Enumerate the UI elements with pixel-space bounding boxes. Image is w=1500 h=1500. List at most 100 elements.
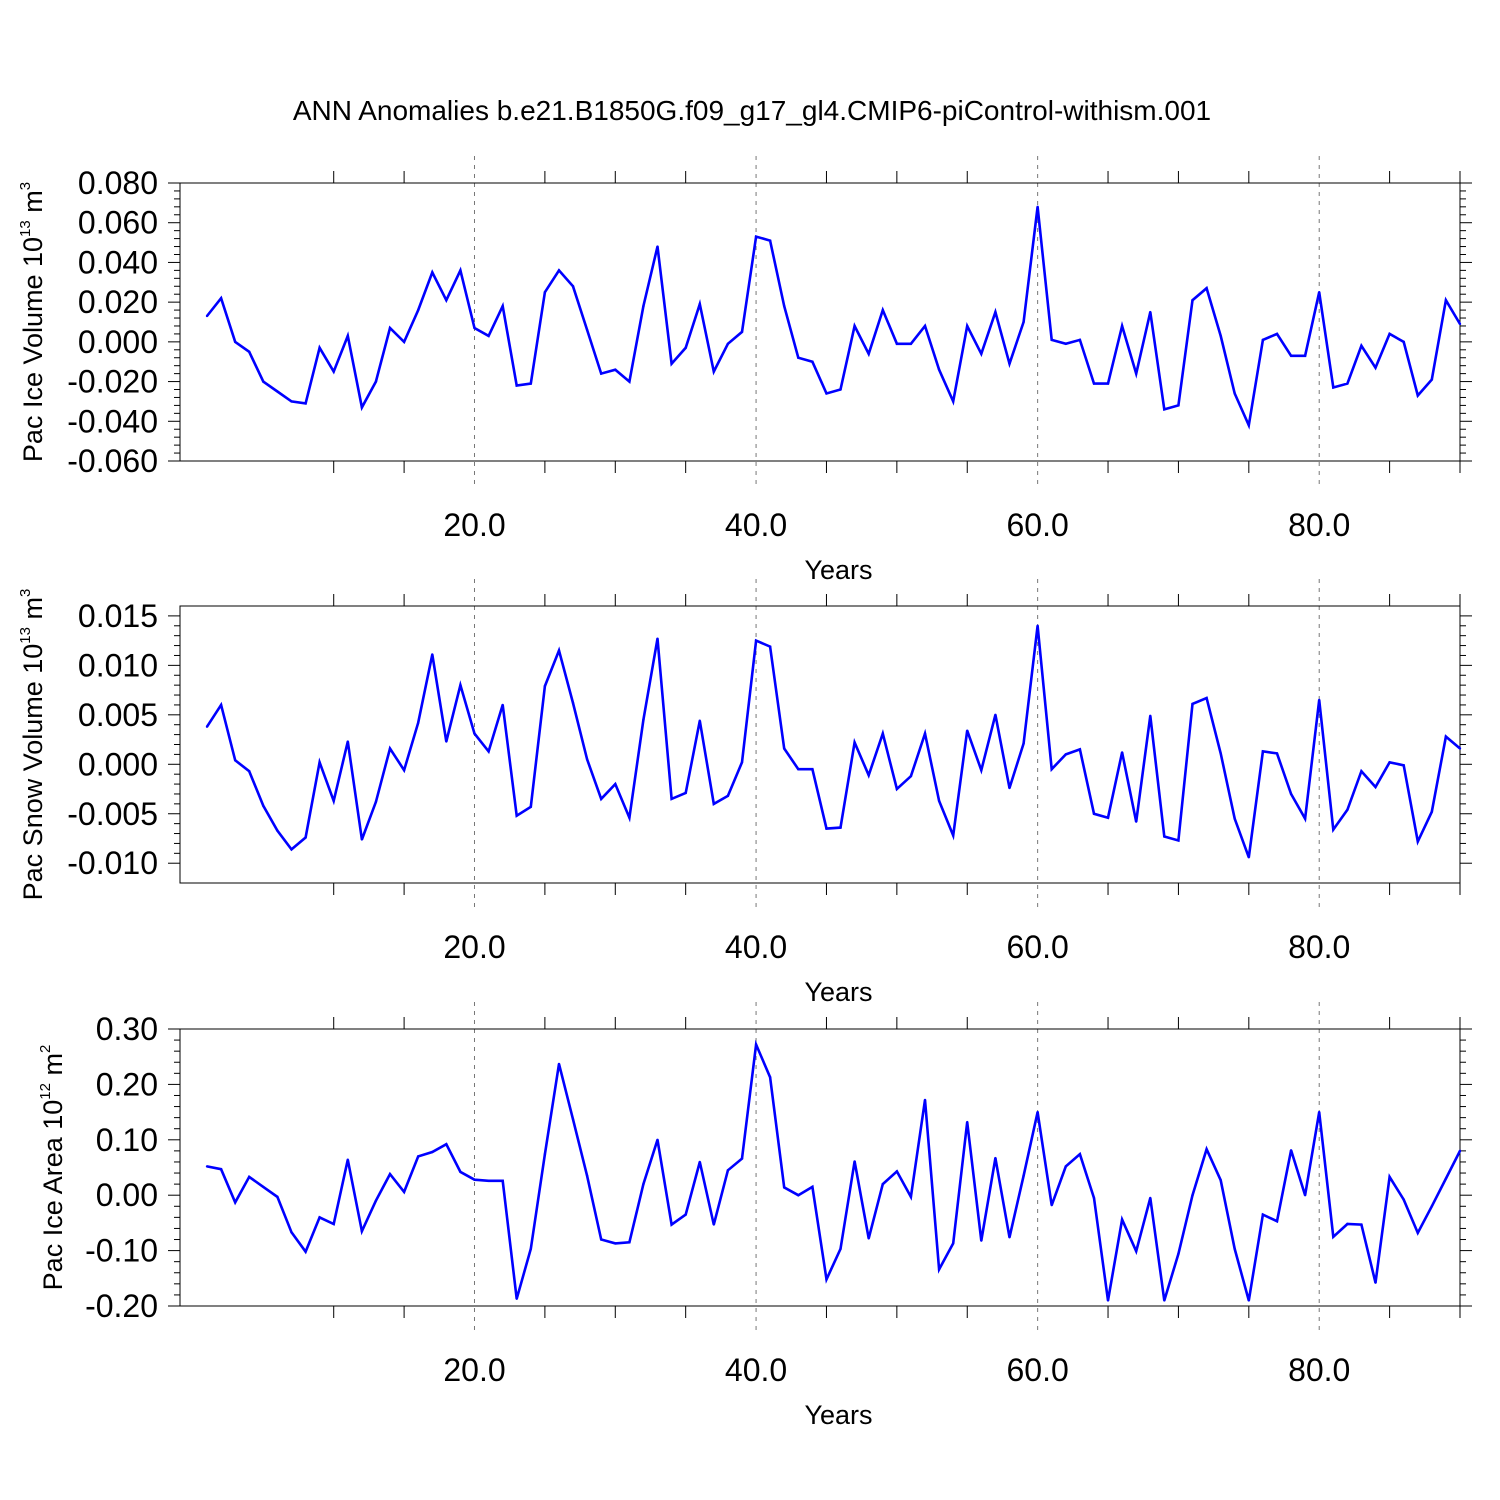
data-point [740,1157,744,1160]
data-point [1318,698,1321,702]
data-point [1163,1299,1166,1302]
data-point [994,1156,997,1160]
data-point [585,1174,589,1178]
data-point [1233,817,1236,820]
data-point [571,285,575,288]
data-point [1444,1177,1448,1180]
data-point [1050,768,1053,771]
data-point [853,324,856,328]
y-tick-label: -0.005 [67,796,158,832]
data-point [1444,735,1448,738]
data-point [1233,392,1236,395]
data-point [233,340,237,344]
data-point [628,1241,631,1244]
data-point [515,814,518,817]
data-point [825,827,828,830]
data-point [951,1242,955,1245]
data-point [1036,205,1039,209]
data-point [1120,324,1124,328]
data-point [1191,1194,1194,1197]
data-point [318,1216,321,1219]
data-point [1022,742,1025,745]
data-point [1163,835,1166,838]
x-tick-label: 60.0 [1006,507,1068,543]
data-point [416,308,420,312]
data-point [726,342,730,346]
data-point [1402,764,1405,767]
chart-title: ANN Anomalies b.e21.B1850G.f09_g17_gl4.C… [293,95,1211,126]
data-point [1388,1175,1391,1179]
data-point [726,1169,730,1172]
data-point [1346,808,1349,811]
data-point [501,304,504,308]
data-point [1261,750,1265,753]
y-tick-label: -0.060 [67,443,158,479]
panel-2: -0.010 -0.005 0.000 0.005 0.010 0.015 20.0 40.0… [17,579,1472,1007]
data-point [656,1138,659,1142]
data-point [1275,752,1279,755]
data-point [1219,1179,1222,1182]
data-point [839,1247,842,1251]
x-tick-label: 80.0 [1288,929,1350,965]
data-point [374,380,378,383]
data-point [360,406,364,409]
data-point [318,346,321,350]
x-tick-label: 20.0 [443,507,505,543]
data-point [951,400,955,403]
data-point [219,1167,223,1171]
data-point [825,392,828,395]
data-point [853,1160,856,1163]
data-point [628,380,631,383]
data-point [262,804,265,808]
series-line [205,206,1462,430]
data-point [1430,378,1434,381]
data-point [1261,1213,1265,1216]
data-point [1247,856,1251,859]
data-point [1134,372,1138,375]
data-point [1106,816,1110,819]
data-point [1289,792,1293,796]
x-tick-label: 40.0 [725,1352,787,1388]
data-point [402,769,406,772]
data-point [501,703,504,707]
data-point [1008,362,1011,365]
data-point [1036,624,1039,627]
data-point [797,1194,800,1197]
data-point [332,1222,335,1226]
y-tick-label: 0.040 [78,244,158,280]
data-point [276,829,279,832]
data-point [487,334,490,338]
data-point [1177,839,1180,842]
data-point [1205,696,1208,700]
data-point [557,1062,561,1066]
series-line [205,625,1461,858]
data-point [1064,753,1067,756]
y-tick-label: 0.000 [78,746,158,782]
data-point [543,1153,547,1156]
plot-frame [179,1028,1461,1307]
data-point [797,356,800,359]
data-point [966,729,969,732]
data-point [1360,344,1363,348]
data-point [656,245,659,248]
data-point [374,800,378,804]
data-point [670,1223,673,1226]
data-point [473,326,476,330]
y-tick-label: -0.020 [67,364,158,400]
data-point [557,269,561,272]
data-point [205,725,209,728]
data-point [332,370,335,373]
data-point [416,721,420,724]
data-point [895,1170,899,1173]
data-point [1008,1236,1011,1239]
data-point [1219,334,1222,338]
data-point [388,747,392,750]
data-point [459,1170,462,1174]
data-point [1303,354,1307,357]
data-point [1050,338,1053,342]
data-point [1120,1218,1124,1221]
data-point [233,759,237,762]
data-point [923,1098,927,1102]
data-point [346,740,349,743]
